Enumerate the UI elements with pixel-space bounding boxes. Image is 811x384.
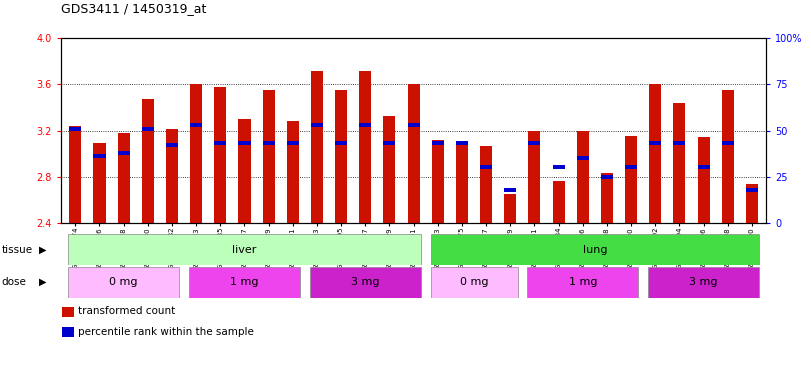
Bar: [311, 123, 323, 127]
Text: 0 mg: 0 mg: [460, 277, 488, 287]
Bar: [529, 141, 540, 146]
Bar: [166, 129, 178, 223]
Text: 0 mg: 0 mg: [109, 277, 138, 287]
Bar: [552, 166, 564, 169]
Bar: [527, 267, 638, 298]
Bar: [190, 84, 202, 223]
Text: tissue: tissue: [2, 245, 32, 255]
Text: 3 mg: 3 mg: [689, 277, 718, 287]
Bar: [456, 141, 468, 146]
Bar: [625, 166, 637, 169]
Text: dose: dose: [2, 277, 27, 287]
Bar: [238, 141, 251, 146]
Bar: [577, 131, 589, 223]
Bar: [625, 136, 637, 223]
Bar: [93, 154, 105, 158]
Bar: [238, 119, 251, 223]
Text: ▶: ▶: [39, 277, 46, 287]
Text: 1 mg: 1 mg: [569, 277, 597, 287]
Bar: [408, 123, 419, 127]
Text: lung: lung: [582, 245, 607, 255]
Bar: [431, 141, 444, 146]
Bar: [69, 126, 81, 223]
Bar: [552, 181, 564, 223]
Bar: [697, 137, 710, 223]
Bar: [673, 141, 685, 146]
Bar: [118, 151, 130, 155]
Bar: [93, 143, 105, 223]
Bar: [431, 234, 759, 265]
Bar: [384, 141, 396, 146]
Bar: [431, 140, 444, 223]
Bar: [311, 71, 323, 223]
Bar: [746, 184, 758, 223]
Bar: [746, 187, 758, 192]
Bar: [335, 141, 347, 146]
Bar: [504, 194, 517, 223]
Bar: [190, 123, 202, 127]
Bar: [601, 175, 613, 179]
Bar: [287, 121, 298, 223]
Bar: [118, 133, 130, 223]
Bar: [529, 131, 540, 223]
Text: 1 mg: 1 mg: [230, 277, 259, 287]
Bar: [166, 143, 178, 147]
Bar: [69, 127, 81, 131]
Bar: [142, 99, 154, 223]
Text: liver: liver: [232, 245, 256, 255]
Bar: [142, 127, 154, 131]
Bar: [263, 141, 275, 146]
Text: percentile rank within the sample: percentile rank within the sample: [79, 327, 255, 337]
Text: 3 mg: 3 mg: [351, 277, 380, 287]
Bar: [214, 141, 226, 146]
Bar: [648, 267, 759, 298]
Bar: [287, 141, 298, 146]
Bar: [263, 90, 275, 223]
Text: transformed count: transformed count: [79, 306, 176, 316]
Bar: [62, 327, 74, 338]
Bar: [189, 267, 300, 298]
Bar: [384, 116, 396, 223]
Bar: [722, 90, 734, 223]
Bar: [359, 71, 371, 223]
Bar: [431, 267, 517, 298]
Bar: [359, 123, 371, 127]
Bar: [335, 90, 347, 223]
Bar: [504, 187, 517, 192]
Text: GDS3411 / 1450319_at: GDS3411 / 1450319_at: [61, 2, 206, 15]
Bar: [480, 146, 492, 223]
Bar: [310, 267, 421, 298]
Text: ▶: ▶: [39, 245, 46, 255]
Bar: [456, 143, 468, 223]
Bar: [649, 141, 661, 146]
Bar: [649, 84, 661, 223]
Bar: [722, 141, 734, 146]
Bar: [214, 87, 226, 223]
Bar: [577, 156, 589, 160]
Bar: [62, 306, 74, 317]
Bar: [673, 103, 685, 223]
Bar: [408, 84, 419, 223]
Bar: [68, 234, 421, 265]
Bar: [480, 166, 492, 169]
Bar: [601, 173, 613, 223]
Bar: [68, 267, 179, 298]
Bar: [697, 166, 710, 169]
